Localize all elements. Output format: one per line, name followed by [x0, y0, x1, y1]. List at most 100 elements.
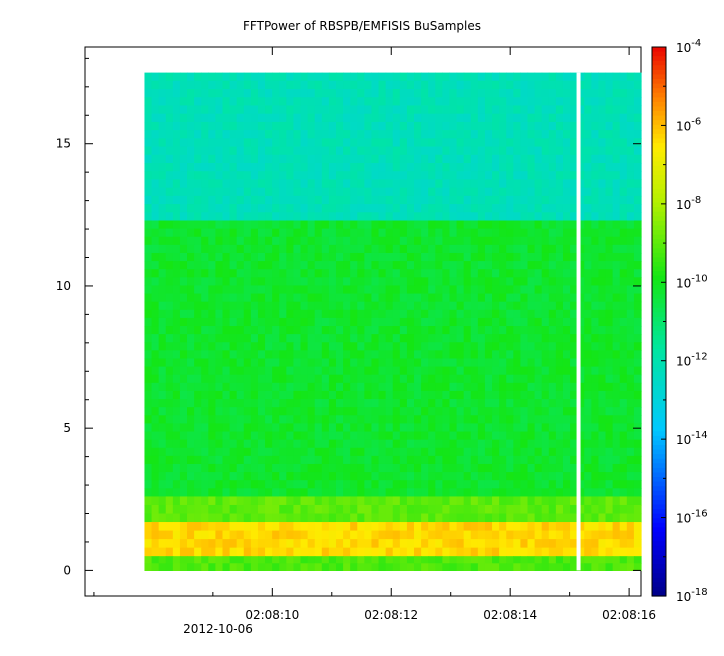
spectrogram-cell: [385, 472, 394, 481]
spectrogram-cell: [265, 171, 273, 181]
spectrogram-cell: [257, 146, 266, 156]
spectrogram-cell: [378, 244, 387, 254]
spectrogram-cell: [328, 447, 337, 457]
spectrogram-cell: [357, 407, 365, 416]
spectrogram-cell: [343, 154, 351, 164]
spectrogram-cell: [506, 261, 514, 270]
spectrogram-cell: [456, 358, 465, 368]
spectrogram-cell: [598, 342, 607, 351]
spectrogram-cell: [456, 504, 465, 515]
spectrogram-cell: [520, 228, 529, 238]
spectrogram-cell: [570, 113, 578, 123]
spectrogram-cell: [470, 179, 479, 189]
spectrogram-cell: [555, 244, 564, 254]
spectrogram-cell: [158, 130, 167, 139]
spectrogram-cell: [378, 447, 387, 457]
spectrogram-cell: [506, 399, 514, 408]
spectrogram-cell: [208, 447, 216, 457]
spectrogram-cell: [328, 228, 337, 238]
spectrogram-cell: [279, 301, 287, 311]
spectrogram-cell: [328, 326, 337, 335]
spectrogram-cell: [541, 195, 550, 205]
spectrogram-cell: [463, 236, 472, 246]
spectrogram-cell: [570, 326, 578, 335]
spectrogram-cell: [470, 236, 479, 246]
spectrogram-cell: [598, 415, 607, 425]
spectrogram-cell: [577, 496, 585, 506]
spectrogram-cell: [357, 113, 365, 123]
spectrogram-cell: [605, 374, 614, 384]
spectrogram-cell: [229, 138, 238, 148]
spectrogram-cell: [449, 530, 458, 540]
spectrogram-cell: [222, 539, 231, 549]
spectrogram-cell: [172, 105, 181, 115]
spectrogram-cell: [484, 146, 493, 156]
spectrogram-cell: [548, 513, 557, 523]
spectrogram-cell: [562, 97, 571, 107]
colorbar-segment: [652, 216, 666, 222]
spectrogram-cell: [343, 269, 351, 278]
spectrogram-cell: [555, 187, 564, 197]
spectrogram-cell: [208, 154, 216, 164]
spectrogram-cell: [179, 334, 188, 343]
spectrogram-cell: [591, 171, 600, 181]
spectrogram-cell: [378, 146, 387, 156]
spectrogram-cell: [506, 431, 514, 441]
spectrogram-cell: [222, 97, 231, 107]
spectrogram-cell: [314, 350, 323, 360]
spectrogram-cell: [222, 228, 231, 238]
spectrogram-cell: [265, 204, 273, 213]
spectrogram-cell: [428, 138, 436, 148]
spectrogram-cell: [151, 236, 160, 246]
spectrogram-cell: [172, 154, 181, 164]
spectrogram-cell: [236, 513, 245, 523]
spectrogram-cell: [279, 504, 287, 515]
spectrogram-cell: [179, 390, 188, 400]
colorbar-segment: [652, 280, 666, 286]
spectrogram-cell: [300, 228, 309, 238]
spectrogram-cell: [201, 228, 209, 238]
spectrogram-cell: [492, 72, 500, 82]
spectrogram-cell: [456, 463, 465, 473]
spectrogram-cell: [492, 113, 500, 123]
spectrogram-cell: [208, 390, 216, 400]
spectrogram-cell: [257, 97, 266, 107]
spectrogram-cell: [499, 480, 507, 489]
spectrogram-cell: [591, 556, 600, 564]
spectrogram-cell: [513, 556, 522, 564]
spectrogram-cell: [222, 431, 231, 441]
spectrogram-cell: [605, 439, 614, 449]
spectrogram-cell: [236, 439, 245, 449]
spectrogram-cell: [229, 326, 238, 335]
spectrogram-cell: [293, 228, 302, 238]
spectrogram-cell: [151, 154, 160, 164]
spectrogram-cell: [194, 431, 202, 441]
spectrogram-cell: [449, 252, 458, 262]
spectrogram-cell: [364, 350, 373, 360]
spectrogram-cell: [392, 547, 401, 557]
spectrogram-cell: [385, 480, 394, 489]
spectrogram-cell: [570, 220, 578, 230]
spectrogram-cell: [428, 97, 436, 107]
spectrogram-cell: [463, 269, 472, 278]
spectrogram-cell: [165, 547, 174, 557]
spectrogram-cell: [371, 113, 380, 123]
spectrogram-cell: [215, 563, 224, 571]
spectrogram-cell: [144, 261, 153, 270]
spectrogram-cell: [598, 350, 607, 360]
spectrogram-cell: [598, 563, 607, 571]
spectrogram-cell: [570, 522, 578, 532]
spectrogram-cell: [577, 530, 585, 540]
spectrogram-cell: [172, 138, 181, 148]
spectrogram-cell: [243, 399, 252, 408]
spectrogram-cell: [158, 195, 167, 205]
spectrogram-cell: [626, 80, 635, 90]
spectrogram-cell: [165, 80, 174, 90]
spectrogram-cell: [151, 121, 160, 131]
spectrogram-cell: [492, 382, 500, 392]
spectrogram-cell: [179, 407, 188, 416]
spectrogram-cell: [371, 472, 380, 481]
spectrogram-cell: [584, 326, 592, 335]
spectrogram-cell: [243, 390, 252, 400]
spectrogram-cell: [548, 252, 557, 262]
